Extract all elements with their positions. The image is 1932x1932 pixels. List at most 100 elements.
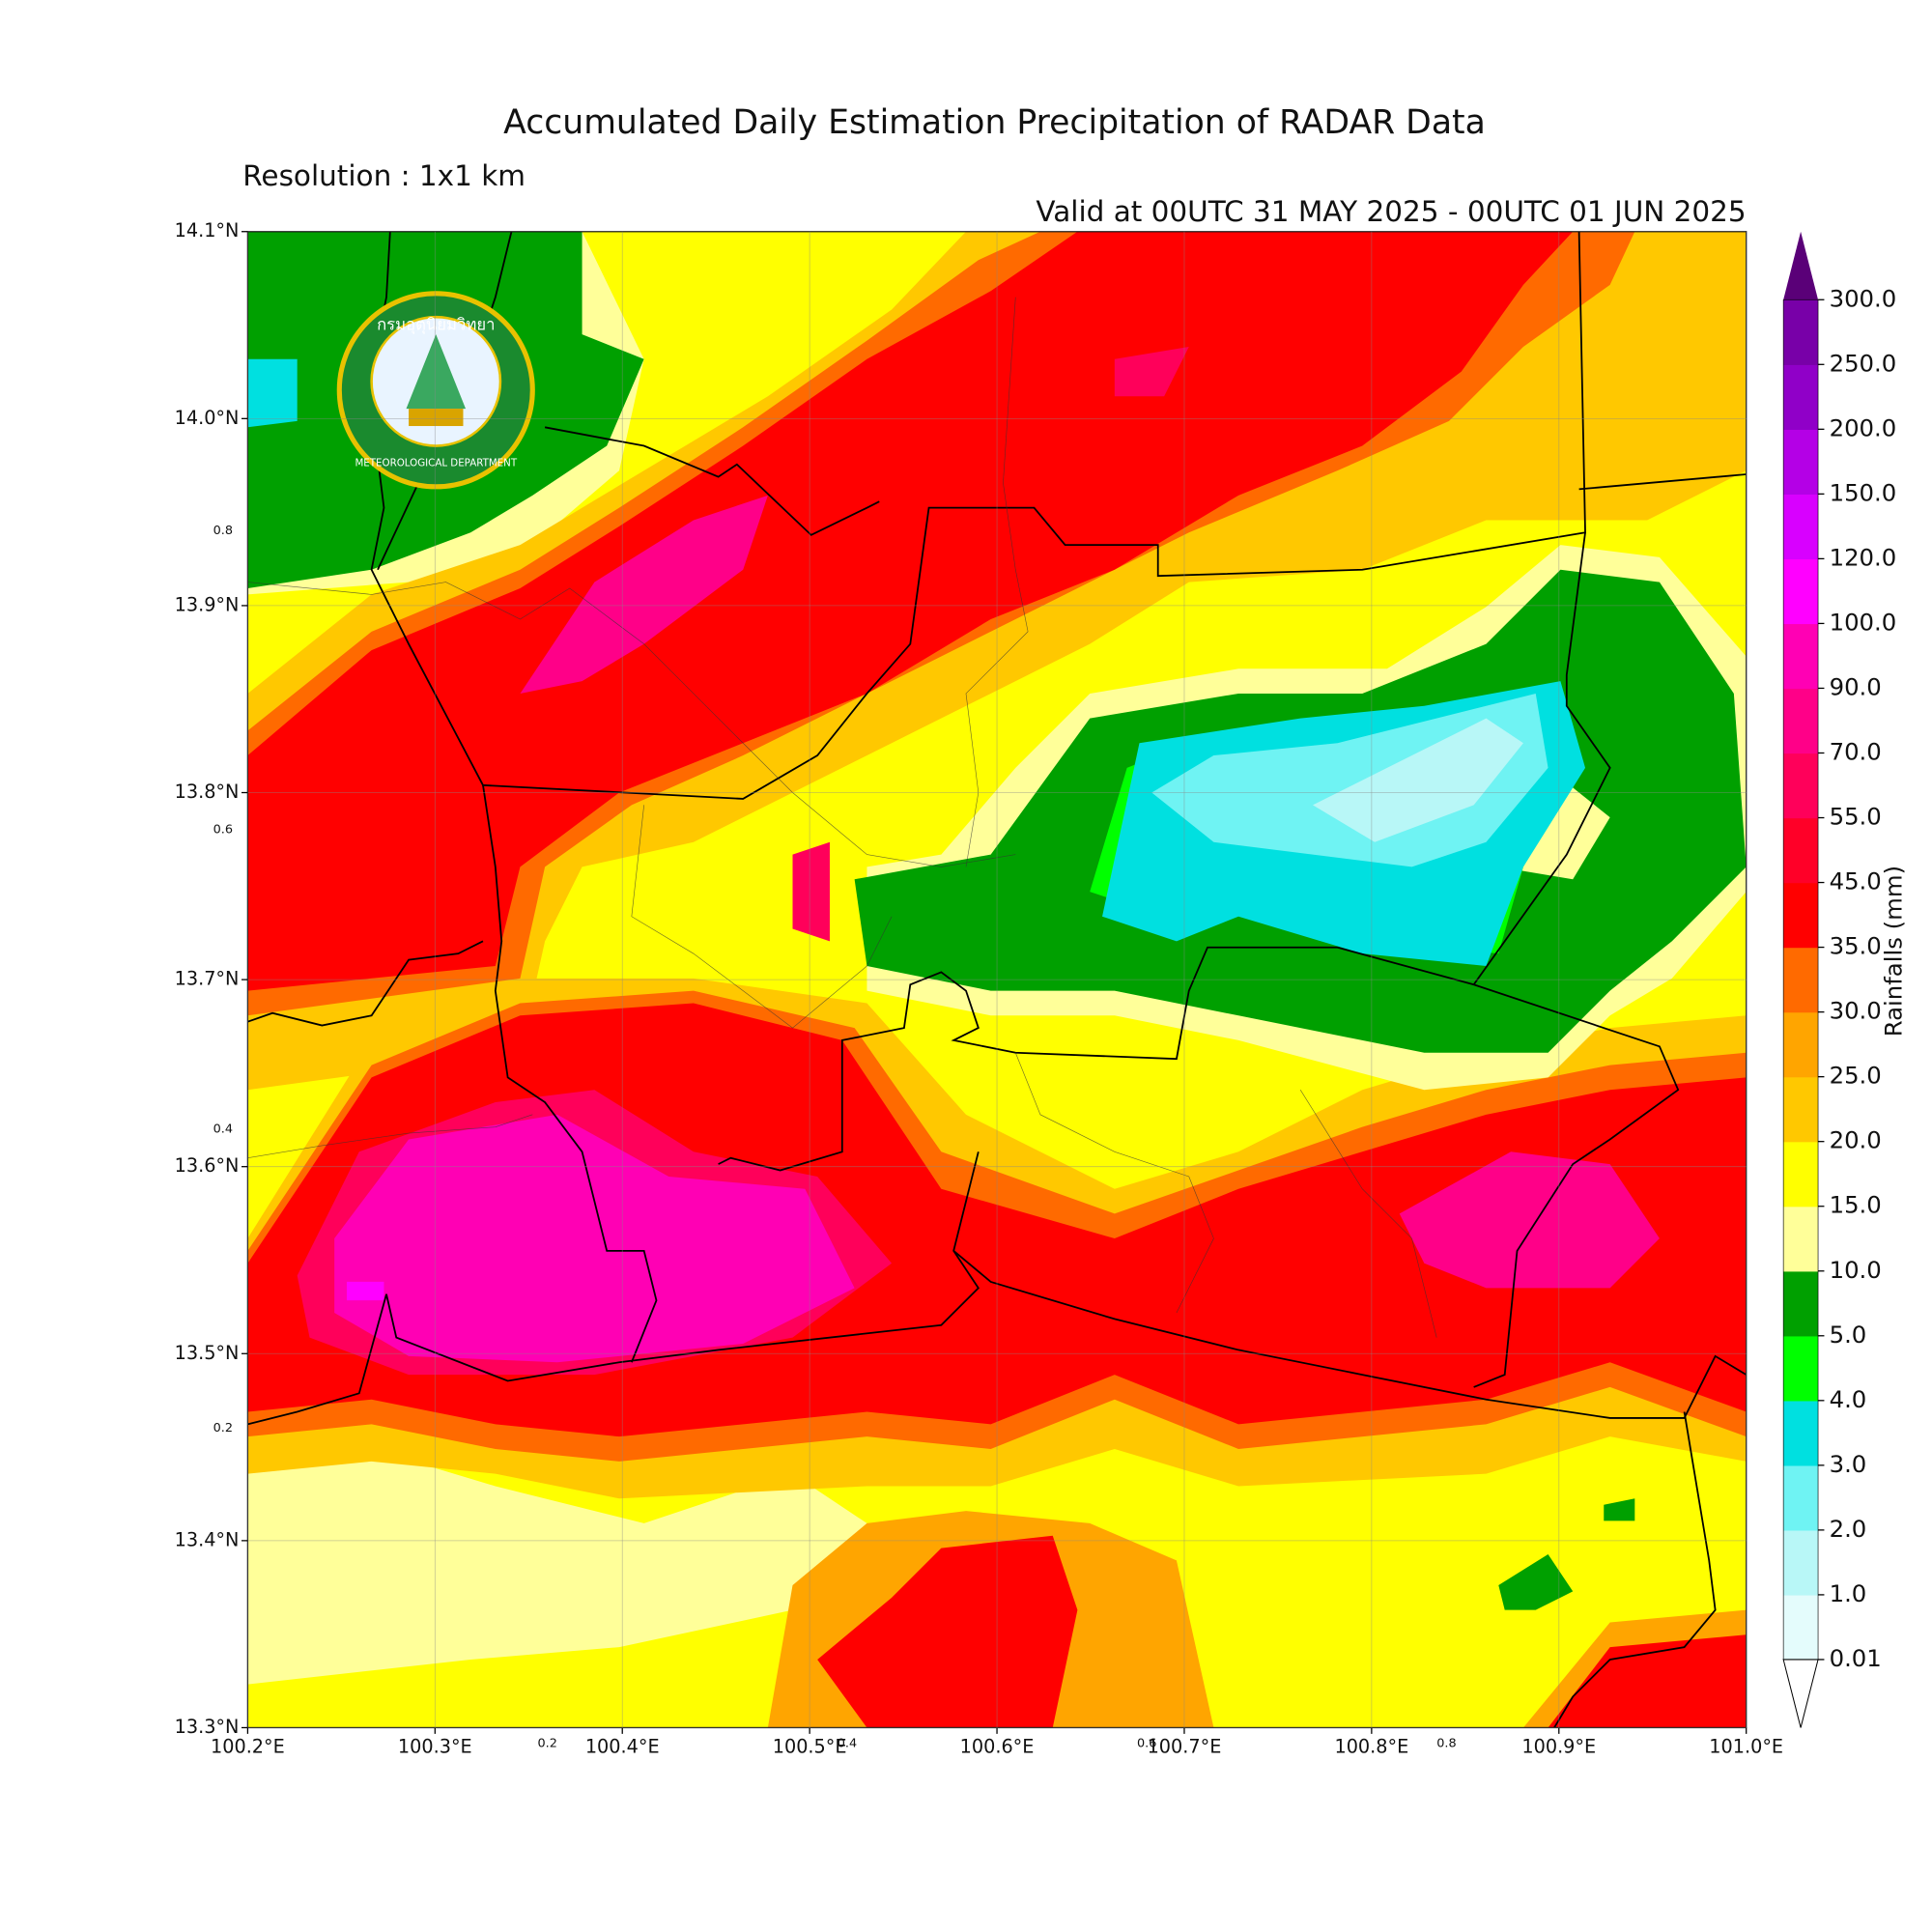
colorbar-tick-label: 45.0: [1830, 867, 1882, 895]
colorbar-tick-label: 25.0: [1830, 1062, 1882, 1090]
inner-x-tick-label: 0.2: [537, 1737, 556, 1751]
district-border: [247, 1114, 533, 1159]
y-tick-label: 13.7°N: [175, 968, 240, 990]
colorbar-tick-label: 300.0: [1830, 284, 1897, 312]
colorbar-box: [1783, 1594, 1819, 1661]
rain-area: [1498, 1553, 1574, 1610]
colorbar-tick-label: 20.0: [1830, 1126, 1882, 1154]
colorbar-box: [1783, 623, 1819, 690]
colorbar-frame: [1782, 298, 1819, 1661]
colorbar-tick-label: 5.0: [1830, 1321, 1867, 1349]
colorbar-box: [1783, 1076, 1819, 1143]
y-tick-label: 13.4°N: [175, 1528, 240, 1550]
x-tick-label: 100.9°E: [1521, 1735, 1596, 1757]
rain-area: [1399, 1151, 1660, 1289]
colorbar-box: [1783, 429, 1819, 495]
inner-y-tick-label: 0.6: [213, 823, 233, 838]
colorbar-tick-label: 4.0: [1830, 1385, 1867, 1413]
colorbar-box: [1783, 1529, 1819, 1596]
y-tick-label: 14.0°N: [175, 407, 240, 429]
colorbar-under: [1782, 1659, 1819, 1728]
rain-area: [346, 1281, 384, 1301]
colorbar-tick-label: 70.0: [1830, 737, 1882, 765]
logo: กรมอุตุนิยมวิทยา METEOROLOGICAL DEPARTME…: [336, 291, 535, 490]
colorbar-box: [1783, 1011, 1819, 1078]
rain-area: [247, 231, 1574, 991]
district-border: [247, 582, 1016, 867]
colorbar-tick-label: 3.0: [1830, 1450, 1867, 1478]
x-tick-label: 100.2°E: [211, 1735, 285, 1757]
inner-x-tick-label: 0.4: [838, 1737, 857, 1751]
colorbar-tick-label: 30.0: [1830, 997, 1882, 1025]
rain-area: [247, 1436, 867, 1685]
logo-thai: กรมอุตุนิยมวิทยา: [377, 316, 495, 335]
border: [247, 940, 484, 1027]
border: [247, 1151, 980, 1426]
logo-english: METEOROLOGICAL DEPARTMENT: [355, 457, 517, 469]
colorbar-tick-label: 200.0: [1830, 413, 1897, 441]
x-tick-label: 100.8°E: [1334, 1735, 1408, 1757]
rain-area: [520, 495, 768, 694]
inner-x-tick-label: 0.8: [1436, 1737, 1456, 1751]
colorbar-over: [1783, 231, 1819, 300]
y-tick-label: 13.8°N: [175, 781, 240, 803]
border: [482, 784, 658, 1363]
colorbar-tick-label: 100.0: [1830, 608, 1897, 636]
colorbar-box: [1783, 753, 1819, 819]
colorbar-box: [1783, 494, 1819, 560]
inner-x-tick-label: 0.6: [1137, 1737, 1156, 1751]
axes: 100.2°E 100.3°E 100.4°E 100.5°E 100.6°E 100.7…: [175, 219, 1783, 1757]
logo-figure: [406, 334, 467, 410]
colorbar-tick-label: 35.0: [1830, 932, 1882, 960]
border: [544, 426, 880, 536]
colorbar-box: [1783, 299, 1819, 365]
rain-area: [817, 1535, 1078, 1728]
colorbar-box: [1783, 1464, 1819, 1531]
valid-time: Valid at 00UTC 31 MAY 2025 - 00UTC 01 JU…: [1036, 195, 1746, 228]
rain-area: [1312, 718, 1523, 842]
colorbar-tick-label: 250.0: [1830, 349, 1897, 377]
colorbar-box: [1783, 1335, 1819, 1402]
rain-area: [1604, 1498, 1635, 1521]
colorbar-tick-label: 0.01: [1830, 1644, 1882, 1672]
colorbar-tick-label: 10.0: [1830, 1256, 1882, 1284]
colorbar-tick-label: 2.0: [1830, 1515, 1867, 1543]
border: [1472, 532, 1611, 985]
colorbar-box: [1783, 1400, 1819, 1466]
y-tick-label: 14.1°N: [175, 219, 240, 242]
resolution: Resolution : 1x1 km: [242, 159, 526, 192]
x-tick-label: 100.7°E: [1148, 1735, 1222, 1757]
x-tick-label: 100.3°E: [398, 1735, 472, 1757]
inner-y-tick-label: 0.8: [213, 524, 233, 538]
y-tick-label: 13.5°N: [175, 1342, 240, 1364]
border: [952, 1250, 1747, 1419]
x-tick-label: 100.5°E: [773, 1735, 847, 1757]
colorbar-tick-label: 55.0: [1830, 803, 1882, 831]
logo-base: [409, 409, 464, 427]
inner-y-tick-label: 0.4: [213, 1122, 233, 1136]
rain-area: [334, 1114, 855, 1363]
rain-area: [792, 841, 830, 942]
district-border: [1014, 1052, 1214, 1314]
colorbar: 0.01 1.0 2.0 3.0 4.0 5.0 10.0 15.0 20.0 25.0 30.0 3…: [1782, 231, 1897, 1728]
colorbar-tick-label: 15.0: [1830, 1191, 1882, 1219]
border: [1578, 473, 1747, 491]
colorbar-tick-label: 120.0: [1830, 543, 1897, 571]
x-tick-label: 100.6°E: [960, 1735, 1035, 1757]
colorbar-tick-label: 1.0: [1830, 1579, 1867, 1607]
inner-y-tick-label: 0.2: [213, 1421, 233, 1435]
colorbar-box: [1783, 364, 1819, 430]
colorbar-box: [1783, 1206, 1819, 1272]
colorbar-box: [1783, 882, 1819, 949]
rain-area: [247, 358, 298, 428]
y-tick-label: 13.3°N: [175, 1716, 240, 1738]
border: [718, 946, 1680, 1388]
colorbar-box: [1783, 1141, 1819, 1208]
colorbar-box: [1783, 688, 1819, 754]
rain-area: [1548, 1634, 1747, 1728]
y-tick-label: 13.9°N: [175, 593, 240, 615]
map-title: Accumulated Daily Estimation Precipitati…: [503, 103, 1486, 142]
x-tick-label: 101.0°E: [1709, 1735, 1783, 1757]
colorbar-label: Rainfalls (mm): [1880, 866, 1908, 1037]
